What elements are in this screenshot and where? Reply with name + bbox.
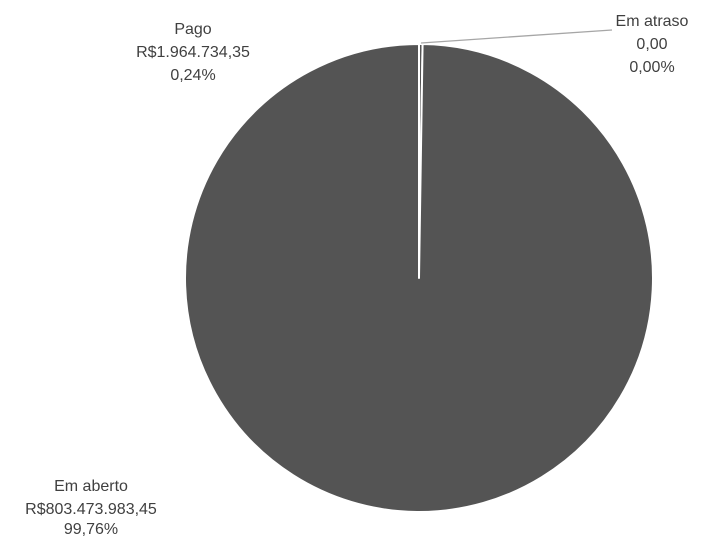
label-em-aberto-value: R$803.473.983,45 bbox=[25, 501, 157, 518]
label-pago: Pago R$1.964.734,35 0,24% bbox=[136, 21, 250, 84]
label-em-atraso-value: 0,00 bbox=[636, 36, 667, 53]
label-em-aberto-name: Em aberto bbox=[54, 478, 128, 495]
label-em-atraso-name: Em atraso bbox=[616, 13, 689, 30]
label-em-atraso-percent: 0,00% bbox=[629, 59, 674, 76]
slice-em-aberto bbox=[184, 43, 654, 513]
label-em-aberto: Em aberto R$803.473.983,45 99,76% bbox=[25, 478, 157, 537]
label-pago-value: R$1.964.734,35 bbox=[136, 44, 250, 61]
leader-line-em-atraso bbox=[420, 29, 613, 44]
label-pago-percent: 0,24% bbox=[170, 67, 215, 84]
pie-slices bbox=[184, 43, 654, 513]
label-em-atraso: Em atraso 0,00 0,00% bbox=[616, 13, 689, 76]
label-pago-name: Pago bbox=[174, 21, 211, 38]
label-em-aberto-percent: 99,76% bbox=[64, 521, 118, 537]
